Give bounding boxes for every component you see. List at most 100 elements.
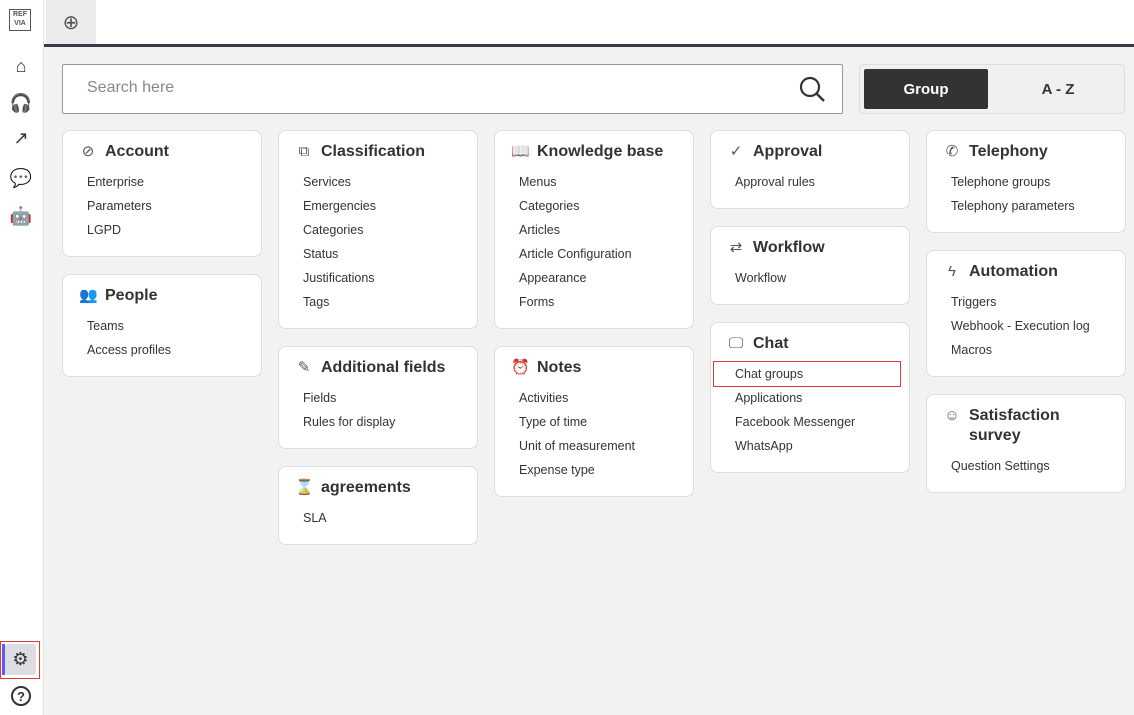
search-icon[interactable] [798,75,826,103]
card-title-text: Approval [753,143,823,160]
settings-link[interactable]: Categories [303,223,364,237]
hourglass-icon: ⌛ [295,479,314,496]
settings-column: 📖 Knowledge base Menus Categories Articles Ar… [494,130,694,497]
settings-link[interactable]: Triggers [951,295,997,309]
card-title: ⧉ Classification [295,142,477,162]
settings-link[interactable]: Forms [519,295,555,309]
settings-card-satisfaction-survey: ☺ Satisfaction survey Question Settings [926,394,1126,493]
card-title-text: Notes [537,359,582,376]
settings-card-additional-fields: ✎ Additional fields Fields Rules for displa… [278,346,478,449]
settings-link[interactable]: Macros [951,343,992,357]
card-title-text: Telephony [969,143,1048,160]
settings-card-telephony: ✆ Telephony Telephone groups Telephony para… [926,130,1126,233]
card-title-text: Knowledge base [537,143,664,160]
settings-link[interactable]: Categories [519,199,580,213]
settings-column: ✆ Telephony Telephone groups Telephony para… [926,130,1126,493]
settings-button[interactable]: ⚙ [0,641,40,679]
smiley-icon: ☺ [944,407,960,424]
settings-link[interactable]: Justifications [303,271,375,285]
card-title: ☺ Satisfaction survey [943,406,1125,446]
settings-link[interactable]: Unit of measurement [519,439,636,453]
settings-link[interactable]: Status [303,247,339,261]
card-title-text: Account [105,143,169,160]
settings-link[interactable]: SLA [303,511,327,525]
card-title: ⌛ agreements [295,478,477,498]
settings-link[interactable]: Telephone groups [951,175,1051,189]
settings-link[interactable]: Services [303,175,351,189]
settings-link[interactable]: WhatsApp [735,439,793,453]
edit-form-icon: ✎ [297,359,311,376]
check-circle-icon: ✓ [729,143,743,160]
tab-bar: ⊕ [44,0,1134,44]
gear-icon: ⚙ [5,644,36,675]
settings-card-account: ⊘ Account Enterprise Parameters LGPD [62,130,262,257]
search-box [62,64,843,114]
settings-link[interactable]: Emergencies [303,199,376,213]
settings-link[interactable]: Fields [303,391,337,405]
chat-devices-icon: 🖵 [728,335,744,352]
active-indicator [2,644,5,675]
settings-link[interactable]: Parameters [87,199,152,213]
settings-link[interactable]: Articles [519,223,560,237]
card-title-text: Satisfaction survey [969,407,1060,444]
card-title: 🖵 Chat [727,334,909,354]
group-view-button[interactable]: Group [864,69,988,109]
settings-link[interactable]: LGPD [87,223,122,237]
app-logo: REF VIA [9,9,31,31]
settings-column: ✓ Approval Approval rules ⇄ Workflow Workflow… [710,130,910,473]
settings-link[interactable]: Webhook - Execution log [951,319,1090,333]
hierarchy-icon: ⧉ [298,143,310,160]
card-title: ✓ Approval [727,142,909,162]
settings-card-workflow: ⇄ Workflow Workflow [710,226,910,305]
home-icon[interactable]: ⌂ [15,55,27,76]
settings-link[interactable]: Enterprise [87,175,144,189]
settings-link[interactable]: Workflow [735,271,787,285]
card-title: ϟ Automation [943,262,1125,282]
alarm-clock-icon: ⏰ [511,359,530,376]
divider [44,44,1134,47]
az-view-button[interactable]: A - Z [1041,80,1075,98]
chat-icon[interactable]: 💬 [9,167,33,188]
view-toggle: Group A - Z [859,64,1125,114]
book-icon: 📖 [511,143,530,160]
settings-card-people: 👥 People Teams Access profiles [62,274,262,377]
card-title: ✎ Additional fields [295,358,477,378]
settings-card-knowledge-base: 📖 Knowledge base Menus Categories Articles Ar… [494,130,694,329]
settings-link[interactable]: Teams [87,319,124,333]
card-title-text: Classification [321,143,426,160]
settings-link[interactable]: Approval rules [735,175,815,189]
compass-icon: ⊘ [81,143,95,160]
settings-link[interactable]: Menus [519,175,557,189]
settings-link[interactable]: Facebook Messenger [735,415,856,429]
settings-link[interactable]: Tags [303,295,330,309]
sidebar: REF VIA ⌂ 🎧 ↗ 💬 🤖 ⚙ ? [0,0,44,715]
settings-link[interactable]: Appearance [519,271,587,285]
settings-link[interactable]: Article Configuration [519,247,632,261]
plus-circle-icon: ⊕ [62,11,80,34]
settings-link[interactable]: Expense type [519,463,595,477]
people-icon: 👥 [79,287,98,304]
card-title-text: Chat [753,335,789,352]
settings-link[interactable]: Telephony parameters [951,199,1075,213]
lightning-icon: ϟ [948,263,956,280]
settings-card-approval: ✓ Approval Approval rules [710,130,910,209]
settings-link[interactable]: Applications [735,391,803,405]
settings-card-classification: ⧉ Classification Services Emergencies Catego… [278,130,478,329]
settings-link[interactable]: Question Settings [951,459,1050,473]
analytics-icon[interactable]: ↗ [13,127,29,148]
settings-link[interactable]: Activities [519,391,569,405]
search-input[interactable] [87,79,767,97]
card-title-text: People [105,287,158,304]
settings-link[interactable]: Chat groups [713,361,901,387]
headset-icon[interactable]: 🎧 [9,92,33,113]
card-title: 👥 People [79,286,261,306]
robot-icon[interactable]: 🤖 [9,205,33,226]
settings-link[interactable]: Type of time [519,415,588,429]
new-tab-button[interactable]: ⊕ [46,0,96,44]
settings-card-notes: ⏰ Notes Activities Type of time Unit of meas… [494,346,694,497]
phone-icon: ✆ [945,143,959,160]
help-icon[interactable]: ? [11,686,31,706]
settings-link[interactable]: Rules for display [303,415,396,429]
settings-card-chat: 🖵 Chat Chat groups Applications Facebook Mes… [710,322,910,473]
settings-link[interactable]: Access profiles [87,343,172,357]
